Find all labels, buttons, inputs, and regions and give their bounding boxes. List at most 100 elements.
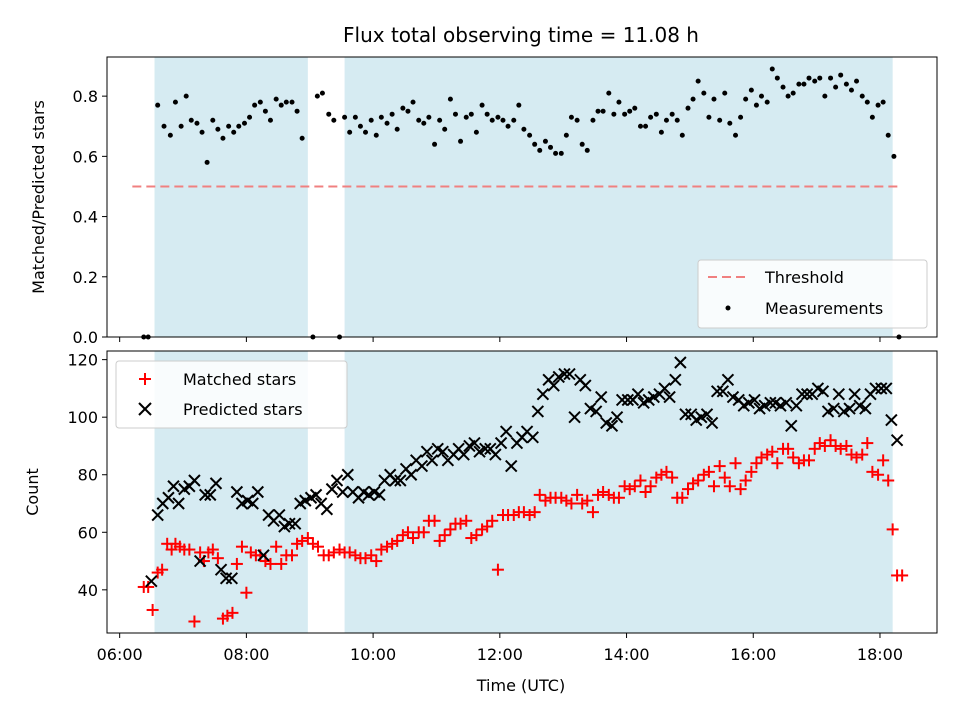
measurement-point <box>342 114 348 120</box>
matched-star-point <box>834 442 847 455</box>
measurement-point <box>373 132 379 138</box>
measurement-point <box>172 99 178 105</box>
matched-star-point <box>470 529 483 542</box>
measurement-point <box>568 114 574 120</box>
matched-star-point <box>244 546 257 559</box>
matched-star-point <box>407 532 420 545</box>
bottom-legend-box <box>115 360 348 429</box>
predicted-star-point <box>373 488 386 502</box>
measurement-point <box>812 78 818 84</box>
measurement-points <box>141 66 902 340</box>
measurement-point <box>210 117 216 123</box>
bottom-y-tick-label: 40 <box>78 581 98 600</box>
measurement-point <box>679 132 685 138</box>
measurement-point <box>432 141 438 147</box>
measurement-point <box>801 81 807 87</box>
predicted-star-point <box>320 503 334 516</box>
measurement-point <box>368 117 374 123</box>
top-x-ticks <box>119 337 881 342</box>
measurements-legend-label: Measurements <box>765 299 883 318</box>
measurement-point <box>215 126 221 132</box>
measurement-point <box>442 126 448 132</box>
predicted-legend-swatch <box>138 402 152 416</box>
predicted-star-point <box>848 387 861 401</box>
measurement-point <box>326 111 332 117</box>
matched-star-point <box>618 480 631 493</box>
bottom-x-ticks: 06:00 08:00 10:00 12:00 14:00 16:00 18:00 <box>97 633 903 664</box>
matched-star-point <box>365 549 378 562</box>
measurement-point <box>738 114 744 120</box>
matched-star-point <box>896 569 909 582</box>
measurement-point <box>463 114 469 120</box>
measurement-point <box>685 105 691 111</box>
predicted-star-point <box>669 373 682 386</box>
predicted-star-point <box>605 419 619 433</box>
measurement-point <box>690 96 696 102</box>
matched-star-point <box>523 509 536 522</box>
measurement-point <box>204 159 210 165</box>
matched-star-point <box>803 454 816 467</box>
count-panel: 40 60 80 100 120 06:00 08:00 10:00 12:00 14:00 16… <box>23 350 938 695</box>
matched-star-point <box>850 451 863 464</box>
measurement-point <box>226 123 232 129</box>
measurement-point <box>769 66 775 72</box>
matched-star-point <box>592 488 605 501</box>
matched-star-point <box>697 468 710 481</box>
measurement-point <box>875 102 881 108</box>
top-y-tick-label: 0.4 <box>73 208 98 227</box>
matched-star-point <box>771 457 784 470</box>
matched-star-point <box>707 480 720 493</box>
measurement-point <box>194 120 200 126</box>
measurement-point <box>574 117 580 123</box>
measurement-point <box>864 99 870 105</box>
matched-star-point <box>597 486 610 498</box>
measurement-point <box>484 111 490 117</box>
matched-star-point <box>729 457 742 470</box>
measurement-point <box>828 75 834 81</box>
predicted-star-point <box>779 396 793 410</box>
matched-star-point <box>240 586 253 599</box>
predicted-star-point <box>257 549 270 562</box>
bottom-x-tick-label: 06:00 <box>97 645 143 664</box>
matched-legend-label: Matched stars <box>183 370 296 389</box>
predicted-star-point <box>579 379 592 392</box>
predicted-star-point <box>832 387 846 401</box>
measurement-point <box>727 120 733 126</box>
matched-star-point <box>612 491 625 504</box>
measurement-point <box>199 129 205 135</box>
measurement-point <box>637 123 643 129</box>
bottom-y-ticks: 40 60 80 100 120 <box>67 351 107 600</box>
matched-star-point <box>761 448 774 461</box>
measurement-point <box>532 141 538 147</box>
measurement-point <box>347 129 353 135</box>
matched-star-point <box>856 448 869 461</box>
predicted-star-point <box>288 517 302 530</box>
matched-star-point <box>370 555 383 568</box>
matched-star-point <box>723 480 736 493</box>
measurement-point <box>643 123 649 129</box>
measurement-point <box>658 129 664 135</box>
x-axis-label: Time (UTC) <box>476 676 565 695</box>
predicted-star-point <box>890 433 904 447</box>
predicted-star-point <box>621 393 635 407</box>
matched-star-point <box>386 537 399 550</box>
top-y-tick-label: 0.2 <box>73 268 98 287</box>
predicted-star-point <box>816 385 830 398</box>
matched-star-point <box>533 488 546 501</box>
bottom-y-tick-label: 100 <box>67 408 98 427</box>
measurement-point <box>426 114 432 120</box>
matched-star-point <box>861 437 874 450</box>
measurement-point <box>843 81 849 87</box>
measurement-point <box>558 150 564 156</box>
predicted-star-point <box>827 402 840 415</box>
predicted-star-point <box>404 468 418 481</box>
matched-star-point <box>428 514 441 527</box>
measurement-point <box>706 114 712 120</box>
matched-star-point <box>454 517 467 530</box>
matched-star-point <box>230 557 243 570</box>
measurement-point <box>516 102 522 108</box>
predicted-star-point <box>214 563 228 576</box>
measurement-point <box>155 102 161 108</box>
matched-stars-points <box>137 434 909 628</box>
matched-star-point <box>829 439 842 452</box>
